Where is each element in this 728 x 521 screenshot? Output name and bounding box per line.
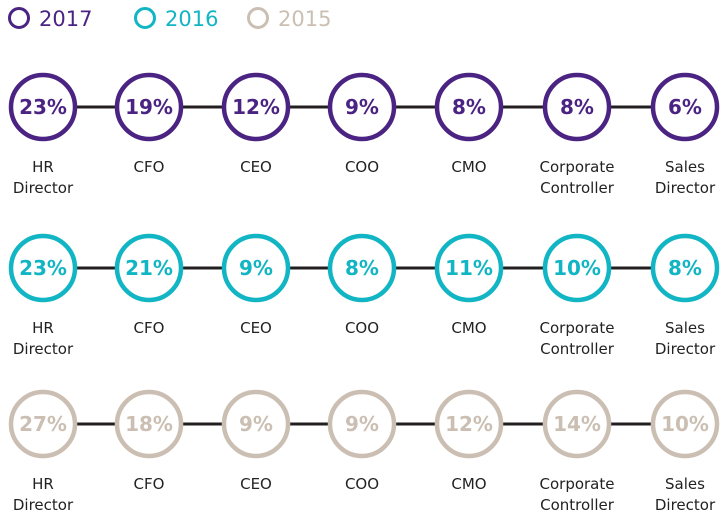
role-label: Controller: [540, 179, 615, 197]
role-label: Director: [13, 179, 74, 197]
row-2017: 23% HR Director 19% CFO 12% CEO 9% COO 8% CMO 8% Cor…: [8, 72, 720, 197]
data-label: 8%: [668, 256, 702, 280]
role-label: CFO: [134, 475, 165, 493]
legend-marker: [8, 7, 30, 29]
data-label: 14%: [553, 412, 601, 436]
bubble: [434, 72, 504, 142]
bubble: [327, 72, 397, 142]
data-label: 9%: [239, 412, 273, 436]
bubble: [221, 389, 291, 459]
bubble: [650, 233, 720, 303]
role-label: Controller: [540, 340, 615, 358]
bubble: [327, 233, 397, 303]
role-label: Director: [13, 496, 74, 514]
role-label: Corporate: [540, 158, 615, 176]
bubble: [8, 389, 78, 459]
bubble: [114, 72, 184, 142]
role-label: Director: [13, 340, 74, 358]
role-label: Controller: [540, 496, 615, 514]
data-label: 9%: [239, 256, 273, 280]
role-label: CFO: [134, 319, 165, 337]
data-label: 8%: [345, 256, 379, 280]
role-label: Director: [655, 496, 716, 514]
bubble: [8, 72, 78, 142]
role-label: Director: [655, 340, 716, 358]
data-label: 18%: [125, 412, 173, 436]
role-label: Director: [655, 179, 716, 197]
legend-item-2017: 2017: [8, 7, 92, 31]
role-label: HR: [32, 475, 54, 493]
role-label: Corporate: [540, 475, 615, 493]
role-label: CMO: [451, 319, 486, 337]
legend-label: 2016: [165, 7, 218, 31]
role-label: COO: [345, 158, 379, 176]
bubble: [542, 389, 612, 459]
data-label: 8%: [560, 95, 594, 119]
bubble: [8, 233, 78, 303]
data-label: 12%: [445, 412, 493, 436]
data-label: 21%: [125, 256, 173, 280]
data-label: 23%: [19, 256, 67, 280]
role-label: Sales: [665, 319, 705, 337]
data-label: 11%: [445, 256, 493, 280]
row-2016: 23% HR Director 21% CFO 9% CEO 8% COO 11% CMO 10% Co…: [8, 233, 720, 358]
row-2015: 27% HR Director 18% CFO 9% CEO 9% COO 12% CMO 14% Co…: [8, 389, 720, 514]
data-label: 12%: [232, 95, 280, 119]
role-label: Sales: [665, 158, 705, 176]
data-label: 27%: [19, 412, 67, 436]
legend-label: 2015: [278, 7, 331, 31]
data-label: 9%: [345, 412, 379, 436]
bubble: [434, 233, 504, 303]
data-label: 10%: [553, 256, 601, 280]
role-label: COO: [345, 475, 379, 493]
data-label: 10%: [661, 412, 709, 436]
legend-marker: [247, 7, 269, 29]
data-label: 6%: [668, 95, 702, 119]
legend-marker: [134, 7, 156, 29]
data-label: 9%: [345, 95, 379, 119]
bubble: [114, 233, 184, 303]
bubble: [542, 233, 612, 303]
legend-item-2015: 2015: [247, 7, 331, 31]
legend-item-2016: 2016: [134, 7, 218, 31]
legend: 2017 2016 2015: [8, 7, 331, 31]
bubble: [221, 233, 291, 303]
role-label: Sales: [665, 475, 705, 493]
role-label: Corporate: [540, 319, 615, 337]
role-label: CMO: [451, 475, 486, 493]
role-label: CMO: [451, 158, 486, 176]
role-label: CEO: [240, 475, 272, 493]
legend-label: 2017: [39, 7, 92, 31]
data-label: 8%: [452, 95, 486, 119]
role-label: CEO: [240, 158, 272, 176]
data-label: 23%: [19, 95, 67, 119]
bubble: [114, 389, 184, 459]
bubble: [221, 72, 291, 142]
bubble: [542, 72, 612, 142]
bubble: [650, 72, 720, 142]
role-label: COO: [345, 319, 379, 337]
role-label: HR: [32, 158, 54, 176]
bubble: [650, 389, 720, 459]
bubble: [434, 389, 504, 459]
data-label: 19%: [125, 95, 173, 119]
role-label: CFO: [134, 158, 165, 176]
chart-rows: 23% HR Director 19% CFO 12% CEO 9% COO 8% CMO 8% Cor…: [8, 72, 720, 514]
role-label: HR: [32, 319, 54, 337]
role-label: CEO: [240, 319, 272, 337]
bubble: [327, 389, 397, 459]
